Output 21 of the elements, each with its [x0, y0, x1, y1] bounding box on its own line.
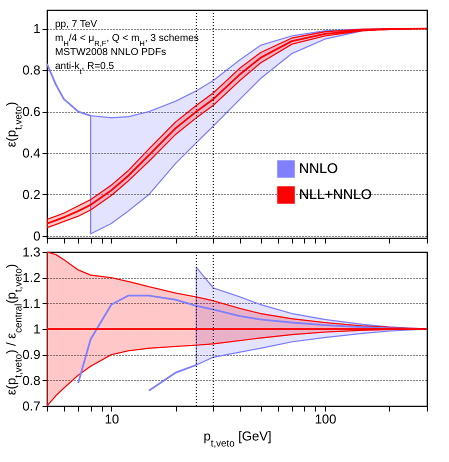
annotation: pp, 7 TeV — [55, 19, 98, 30]
y-tick-label: 0.2 — [22, 186, 40, 202]
x-tick-label: 10 — [104, 412, 120, 426]
y-tick-label: 0.8 — [22, 62, 40, 78]
x-tick-label: 100 — [314, 412, 336, 426]
y-tick-label: 0 — [33, 228, 40, 244]
y-tick-label: 1.2 — [22, 270, 40, 286]
y-tick-label: 1.1 — [22, 296, 40, 311]
annotation: MSTW2008 NNLO PDFs — [55, 47, 166, 58]
annotation: m$_{H}$/4 < μ$_{R,F}$, Q < m$_{H}$, 3 schemes — [55, 33, 199, 48]
x-axis-title: p$_{t,veto}$ [GeV] — [204, 428, 272, 449]
y-tick-label: 0.8 — [22, 372, 40, 388]
y-tick-label: 1 — [33, 21, 40, 36]
y-tick-label: 1 — [33, 322, 40, 336]
y-tick-label: 1.3 — [22, 244, 40, 260]
y-tick-label: 0.7 — [22, 398, 40, 414]
legend-label: NLL+NNLO — [299, 186, 372, 202]
legend-label: NNLO — [299, 160, 338, 176]
y-tick-label: 0.4 — [22, 146, 40, 161]
y-tick-label: 0.9 — [22, 347, 40, 362]
y-tick-label: 0.6 — [22, 104, 40, 120]
